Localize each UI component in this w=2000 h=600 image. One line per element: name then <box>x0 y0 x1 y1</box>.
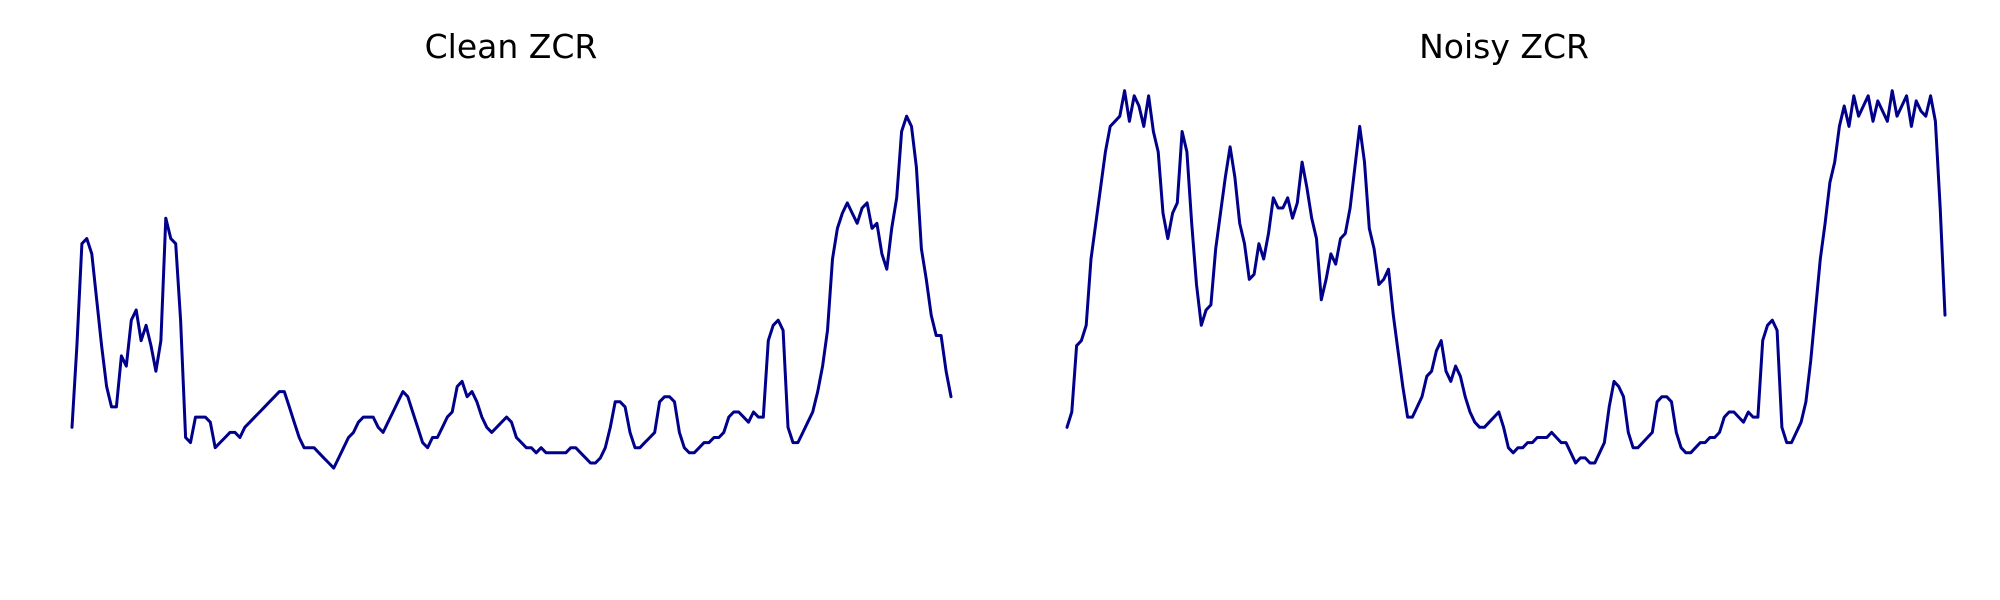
clean-zcr-series-line <box>70 114 953 470</box>
noisy-zcr-title: Noisy ZCR <box>1419 27 1589 66</box>
noisy-zcr-series-line <box>1065 89 1947 465</box>
clean-zcr-title: Clean ZCR <box>425 27 598 66</box>
noisy-zcr-panel: Noisy ZCR <box>1065 27 1947 465</box>
clean-zcr-panel: Clean ZCR <box>70 27 953 470</box>
